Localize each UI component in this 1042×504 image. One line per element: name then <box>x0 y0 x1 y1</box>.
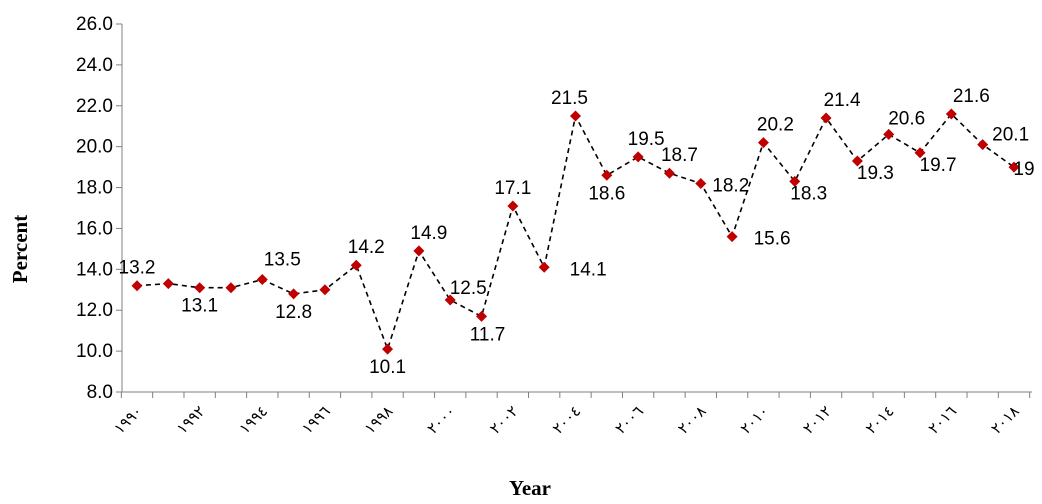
x-tick-label: ٢٠١٤ <box>862 402 898 438</box>
y-tick-label: 12.0 <box>76 300 113 321</box>
y-tick-label: 14.0 <box>76 259 113 280</box>
x-tick-label: ٢٠٠٤ <box>549 402 585 438</box>
data-label: 18.2 <box>712 175 749 196</box>
series-line <box>136 112 1015 352</box>
data-label: 21.5 <box>551 88 588 109</box>
data-point <box>820 112 832 124</box>
x-tick-label: ٢٠١٦ <box>925 402 961 438</box>
x-tick-label: ١٩٩٠ <box>110 402 146 438</box>
y-axis-ticks: 8.0 10.0 12.0 14.0 16.0 18.0 20.0 22.0 24.0 26.0 <box>76 14 122 403</box>
data-label: 12.5 <box>450 278 487 299</box>
data-label: 17.1 <box>494 178 531 199</box>
y-tick-label: 8.0 <box>87 382 113 403</box>
data-point <box>601 169 613 181</box>
data-point <box>507 200 519 212</box>
data-point <box>695 177 707 189</box>
data-point <box>225 282 237 294</box>
x-tick-label: ١٩٩٨ <box>361 402 397 438</box>
data-label: 15.6 <box>754 229 791 250</box>
data-point <box>977 139 989 151</box>
data-label: 13.5 <box>264 250 301 271</box>
y-tick-label: 16.0 <box>76 218 113 239</box>
data-point <box>757 137 769 149</box>
x-tick-label: ٢٠٠٨ <box>674 402 710 438</box>
data-point <box>726 231 738 243</box>
data-label: 13.2 <box>119 258 156 279</box>
data-label: 12.8 <box>275 302 312 323</box>
data-markers <box>131 108 1020 355</box>
data-point <box>851 155 863 167</box>
data-point <box>194 282 206 294</box>
x-tick-label: ٢٠١٢ <box>799 402 835 438</box>
y-tick-label: 26.0 <box>76 14 113 35</box>
data-labels: 13.2 13.1 13.5 12.8 14.2 10.1 14.9 12.5 11.7 17.1… <box>119 86 1035 378</box>
data-label: 10.1 <box>369 357 406 378</box>
data-label: 20.6 <box>888 108 925 129</box>
data-point <box>663 167 675 179</box>
data-point <box>162 278 174 290</box>
data-point <box>1008 161 1020 173</box>
data-point <box>382 343 394 355</box>
data-label: 14.9 <box>410 223 447 244</box>
data-point <box>945 108 957 120</box>
data-label: 20.2 <box>757 115 794 136</box>
data-point <box>914 147 926 159</box>
x-tick-label: ٢٠٠٦ <box>611 402 647 438</box>
data-label: 18.3 <box>790 183 827 204</box>
x-tick-label: ١٩٩٤ <box>236 402 272 438</box>
x-tick-label: ١٩٩٢ <box>173 402 209 438</box>
y-tick-label: 18.0 <box>76 178 113 199</box>
data-label: 19.5 <box>628 129 665 150</box>
data-point <box>350 259 362 271</box>
data-point <box>570 110 581 122</box>
data-point <box>413 245 425 257</box>
y-tick-label: 10.0 <box>76 341 113 362</box>
data-point <box>131 280 143 292</box>
data-label: 14.2 <box>348 237 385 258</box>
data-label: 14.1 <box>570 259 607 280</box>
x-tick-label: ٢٠١٨ <box>987 402 1023 438</box>
y-axis-title: Percent <box>8 215 32 283</box>
data-point <box>789 175 801 187</box>
data-point <box>319 284 331 296</box>
data-point <box>444 294 456 306</box>
x-tick-label: ١٩٩٦ <box>298 402 334 438</box>
data-point <box>288 288 300 300</box>
x-axis-title: Year <box>509 476 551 500</box>
data-point <box>632 151 644 163</box>
data-label: 18.6 <box>588 183 625 204</box>
x-tick-label: ٢٠٠٢ <box>486 402 522 438</box>
y-tick-label: 20.0 <box>76 137 113 158</box>
y-tick-label: 24.0 <box>76 55 113 76</box>
data-label: 21.6 <box>953 86 990 107</box>
data-point <box>476 310 488 322</box>
data-label: 11.7 <box>470 324 506 345</box>
x-tick-label: ٢٠٠٠ <box>424 402 460 438</box>
data-label: 19.3 <box>857 163 894 184</box>
axes <box>121 24 1032 393</box>
data-point <box>538 261 550 273</box>
x-axis-ticks: ١٩٩٠ ١٩٩٢ ١٩٩٤ ١٩٩٦ ١٩٩٨ ٢٠٠٠ ٢٠٠٢ ٢٠٠٤ ٢٠٠٦ ٢٠٠٨… <box>110 392 1031 438</box>
x-tick-label: ٢٠١٠ <box>737 402 773 438</box>
data-label: 19 <box>1013 159 1034 180</box>
data-label: 19.7 <box>920 155 957 176</box>
data-label: 18.7 <box>661 145 698 166</box>
data-label: 13.1 <box>181 296 218 317</box>
data-point <box>256 274 268 286</box>
data-label: 21.4 <box>824 90 861 111</box>
data-point <box>883 128 895 140</box>
y-tick-label: 22.0 <box>76 96 113 117</box>
data-label: 20.1 <box>992 125 1029 146</box>
